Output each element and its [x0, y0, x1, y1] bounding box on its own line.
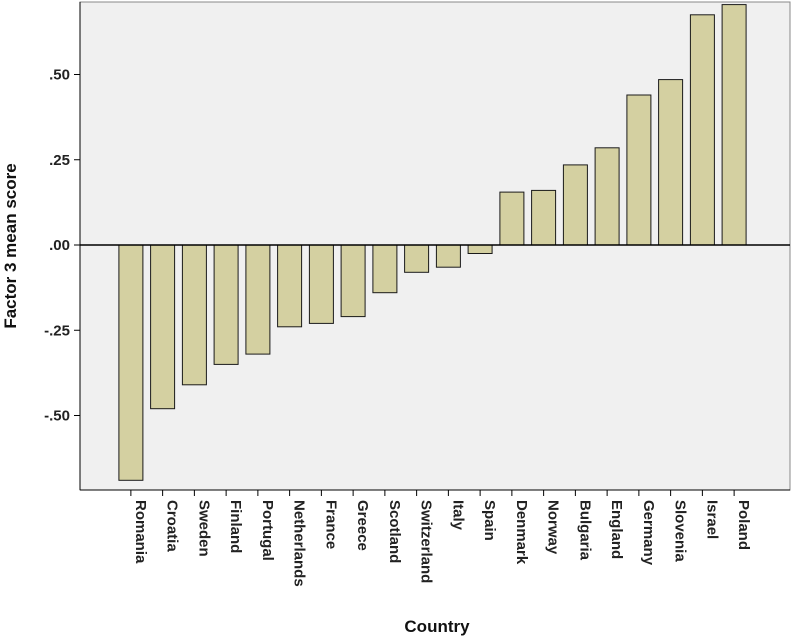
x-tick-label: Spain — [481, 500, 498, 541]
x-tick-label: Germany — [640, 500, 657, 566]
bar-croatia — [150, 244, 176, 410]
x-tick-label: Netherlands — [291, 500, 308, 587]
y-tick-label: .50 — [49, 67, 70, 84]
y-tick-label: -.50 — [44, 408, 70, 425]
x-tick-label: Finland — [227, 500, 244, 553]
x-tick-label: Switzerland — [418, 500, 435, 583]
bar-greece — [340, 244, 366, 318]
bar-poland — [721, 4, 747, 246]
bar-norway — [531, 189, 557, 246]
y-tick-label: .00 — [49, 237, 70, 254]
x-tick-label: Bulgaria — [576, 500, 593, 561]
y-tick-label: .25 — [49, 152, 70, 169]
x-tick-label: Italy — [449, 500, 466, 531]
x-tick-label: Poland — [735, 500, 752, 550]
x-tick-label: England — [608, 500, 625, 559]
bar-romania — [118, 244, 144, 481]
bar-switzerland — [404, 244, 430, 273]
x-tick-label: France — [322, 500, 339, 549]
bar-scotland — [372, 244, 398, 294]
y-tick-label: -.25 — [44, 322, 70, 339]
bar-england — [594, 147, 620, 246]
x-tick-label: Romania — [132, 500, 149, 564]
x-tick-label: Israel — [703, 500, 720, 539]
x-tick-label: Portugal — [259, 500, 276, 561]
x-tick-label: Sweden — [195, 500, 212, 557]
bar-france — [308, 244, 334, 324]
bar-finland — [213, 244, 239, 365]
bar-italy — [435, 244, 461, 268]
x-tick-label: Greece — [354, 500, 371, 551]
bar-bulgaria — [562, 164, 588, 246]
y-axis-title: Factor 3 mean score — [1, 163, 20, 328]
bar-slovenia — [658, 79, 684, 246]
bar-sweden — [181, 244, 207, 386]
bar-spain — [467, 244, 493, 254]
bar-netherlands — [277, 244, 303, 328]
x-tick-label: Norway — [545, 500, 562, 555]
x-tick-label: Denmark — [513, 500, 530, 565]
x-axis-title: Country — [404, 617, 470, 636]
bar-germany — [626, 94, 652, 246]
x-tick-label: Slovenia — [672, 500, 689, 562]
x-tick-label: Croatia — [164, 500, 181, 552]
y-ticks-group: -.50 -.25 .00 .25 .50 — [44, 67, 80, 425]
bar-denmark — [499, 191, 525, 246]
x-ticks-group: Romania Croatia Sweden Finland Portugal Nethe… — [130, 490, 752, 587]
bar-portugal — [245, 244, 271, 355]
bar-israel — [689, 14, 715, 246]
x-tick-label: Scotland — [386, 500, 403, 563]
